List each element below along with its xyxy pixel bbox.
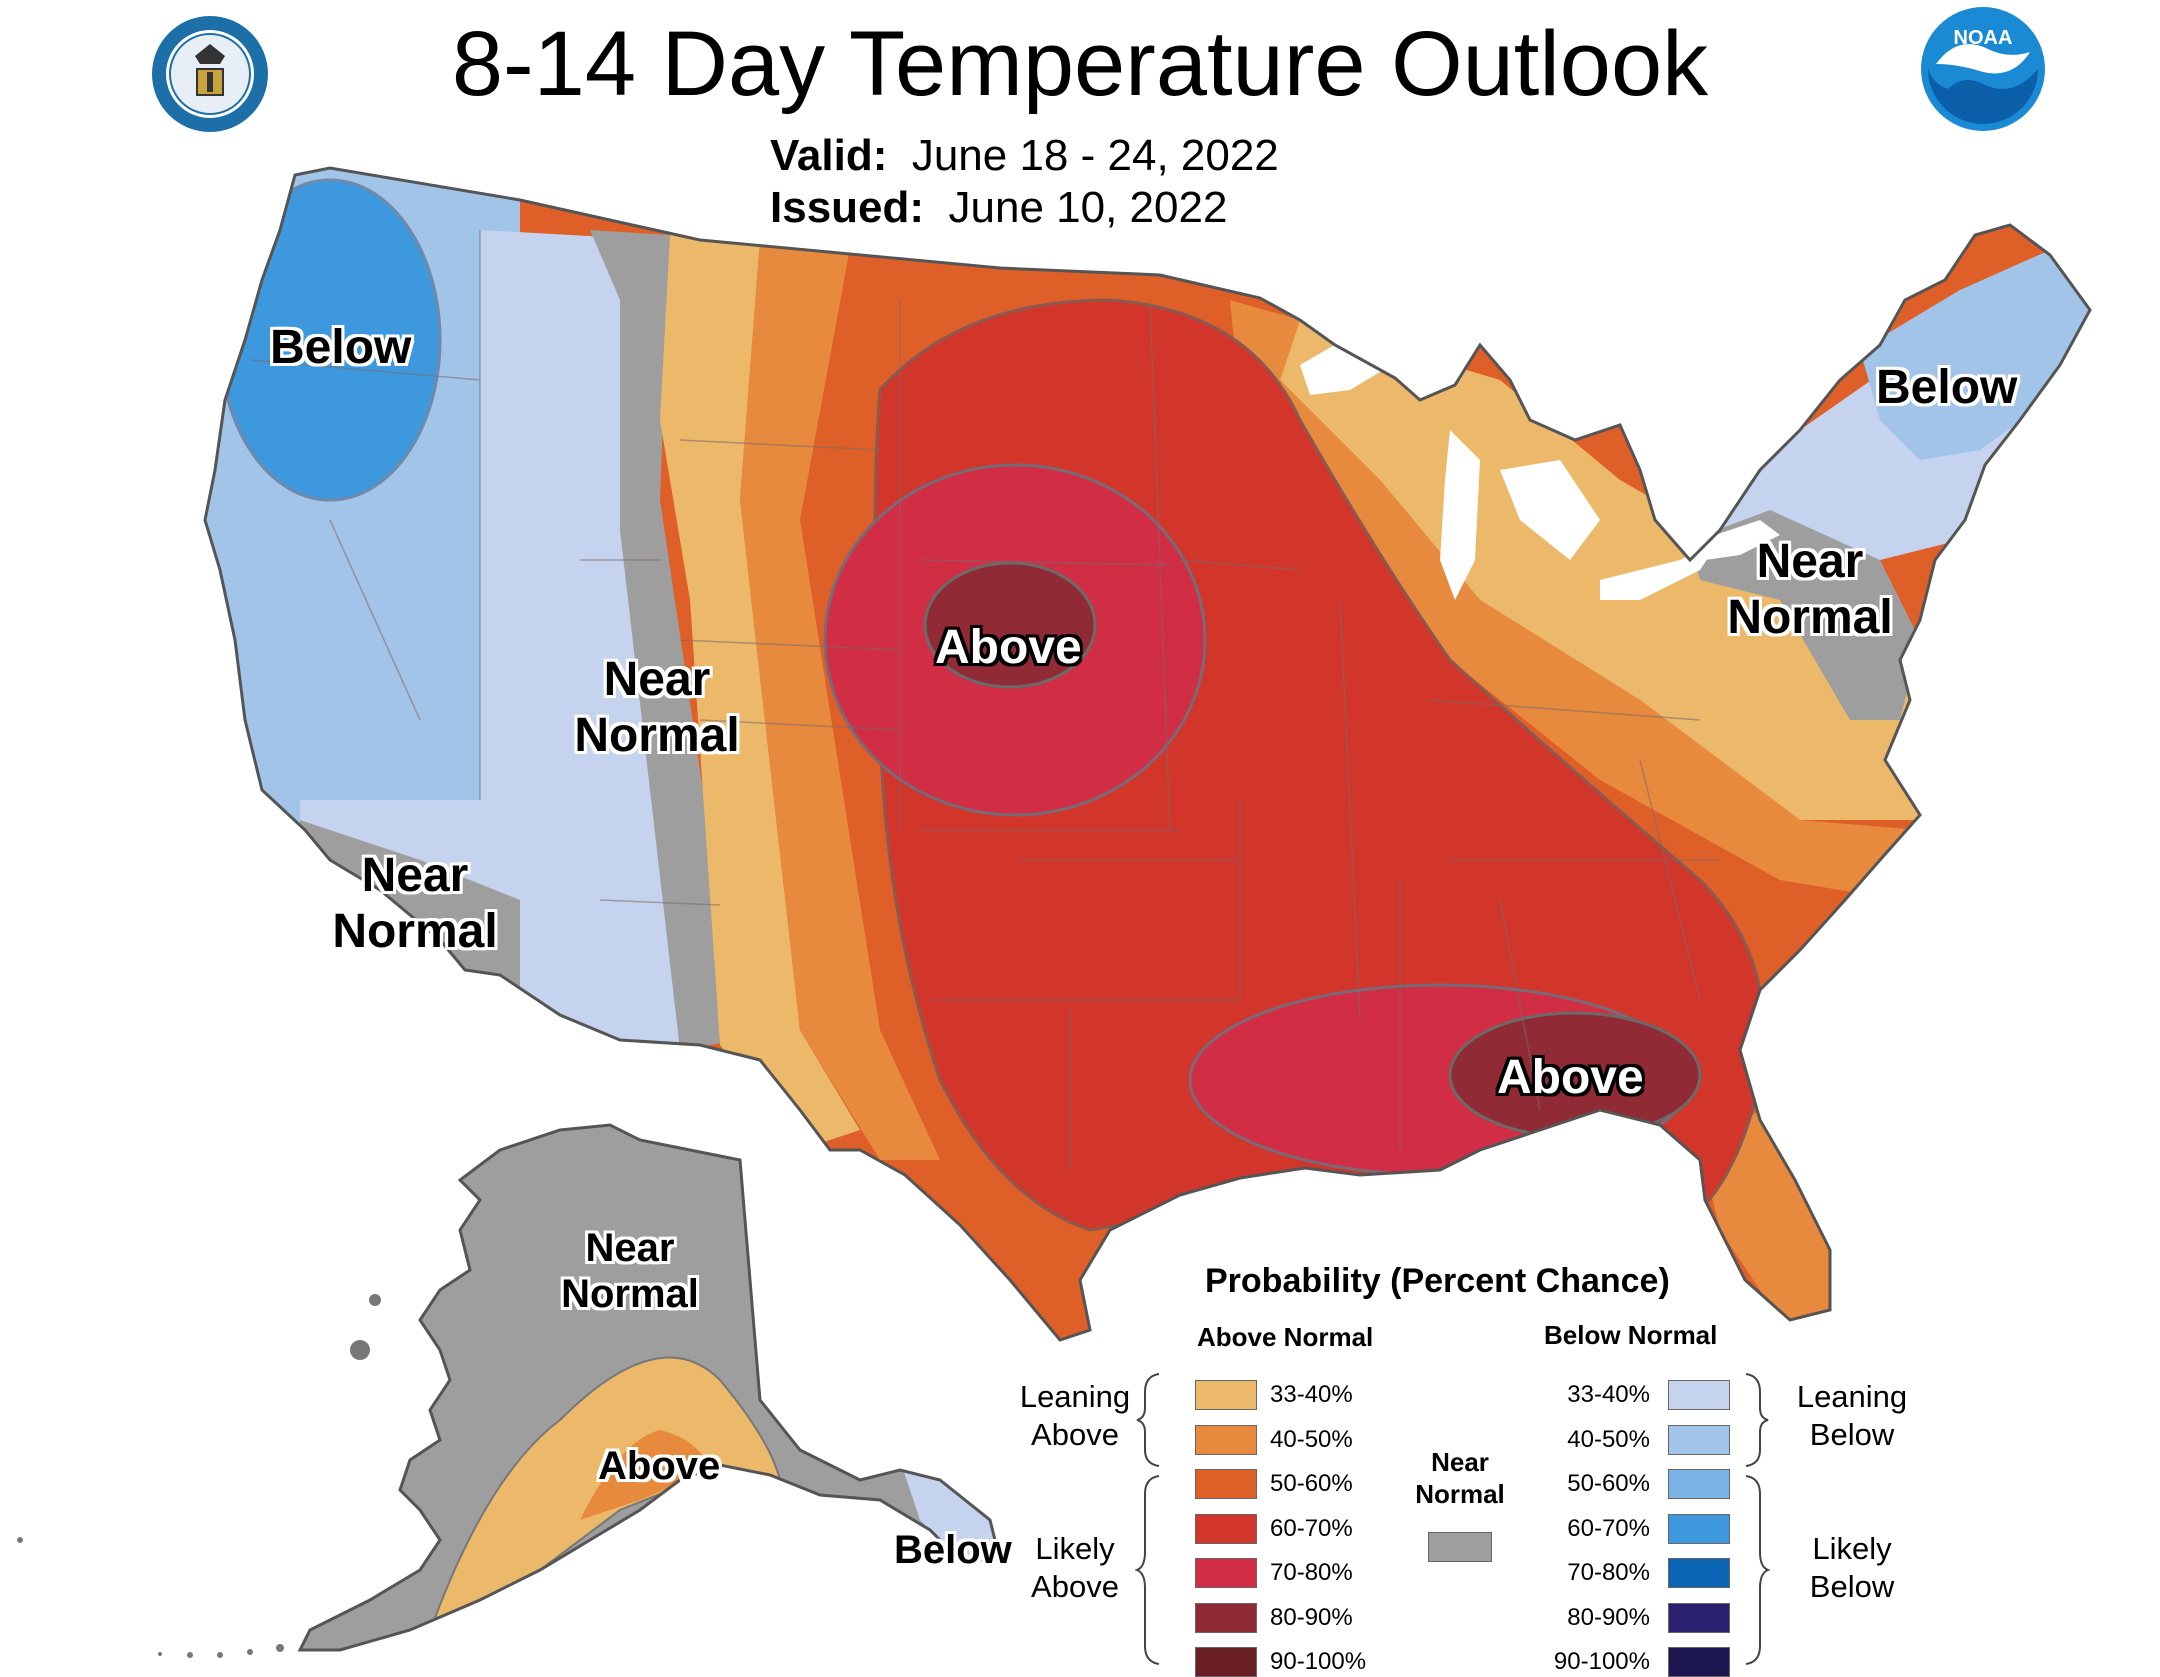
legend-above-swatch	[1195, 1424, 1257, 1455]
legend-below-label: 33-40%	[1567, 1381, 1650, 1408]
legend-leaning-above: Leaning Above	[1010, 1378, 1140, 1454]
label-ak-near-normal: Near Normal	[555, 1225, 705, 1317]
legend-below-label: 50-60%	[1567, 1470, 1650, 1497]
legend-above-swatch	[1195, 1647, 1257, 1677]
legend-text: Near	[1431, 1447, 1489, 1477]
legend-text: Below	[1809, 1417, 1895, 1452]
legend-brace-below	[1745, 1373, 1770, 1665]
label-line: Normal	[1727, 591, 1893, 644]
issued-date: Issued: June 10, 2022	[770, 182, 1227, 234]
legend-text: Above	[1031, 1569, 1119, 1604]
legend-below-swatch	[1668, 1469, 1730, 1499]
legend-likely-above: Likely Above	[1010, 1530, 1140, 1606]
label-ak-below: Below	[894, 1528, 1012, 1572]
legend-brace-above	[1135, 1373, 1160, 1665]
legend-below-swatch	[1668, 1513, 1730, 1544]
legend-above-label: 60-70%	[1270, 1514, 1353, 1542]
legend-above-label: 33-40%	[1270, 1381, 1353, 1408]
legend-below-swatch	[1668, 1380, 1730, 1410]
legend-near-normal: Near Normal	[1395, 1446, 1525, 1510]
legend-text: Normal	[1415, 1479, 1505, 1509]
legend-below-label: 80-90%	[1567, 1603, 1650, 1631]
issued-value: June 10, 2022	[948, 183, 1228, 232]
label-se-above: Above	[1497, 1051, 1644, 1104]
label-ak-above: Above	[598, 1444, 721, 1488]
legend-text: Below	[1809, 1569, 1895, 1604]
legend-above-label: 50-60%	[1270, 1470, 1353, 1497]
legend-below-swatch	[1668, 1647, 1730, 1677]
legend-below-label: 70-80%	[1567, 1559, 1650, 1586]
valid-dates: Valid: June 18 - 24, 2022	[770, 130, 1279, 182]
label-nw-below: Below	[270, 321, 412, 374]
legend-text: Likely	[1035, 1531, 1115, 1566]
valid-value: June 18 - 24, 2022	[911, 131, 1279, 180]
legend-above-swatch	[1195, 1558, 1257, 1588]
legend-above-label: 80-90%	[1270, 1603, 1353, 1631]
label-line: Normal	[332, 905, 498, 958]
legend-above-header: Above Normal	[1197, 1322, 1374, 1352]
legend-above-swatch	[1195, 1602, 1257, 1633]
legend-above-swatch	[1195, 1469, 1257, 1499]
legend-title: Probability (Percent Chance)	[1205, 1262, 1670, 1300]
label-line: Normal	[574, 709, 740, 762]
label-west-near-normal: Near Normal	[572, 652, 742, 764]
legend-below-swatch	[1668, 1602, 1730, 1633]
label-ne-below: Below	[1876, 361, 2018, 414]
page-title: 8-14 Day Temperature Outlook	[451, 13, 1709, 115]
issued-label: Issued:	[770, 183, 925, 232]
legend-below-label: 90-100%	[1553, 1648, 1650, 1675]
label-line: Normal	[561, 1272, 699, 1316]
legend-text: Above	[1031, 1417, 1119, 1452]
legend-above-label: 70-80%	[1270, 1559, 1353, 1586]
legend-near-normal-swatch	[1428, 1532, 1492, 1562]
valid-label: Valid:	[770, 131, 888, 180]
label-east-near-normal: Near Normal	[1725, 534, 1895, 646]
legend-likely-below: Likely Below	[1787, 1530, 1917, 1606]
legend-above-swatch	[1195, 1380, 1257, 1410]
legend-above-label: 40-50%	[1270, 1425, 1353, 1453]
label-line: Near	[361, 849, 469, 902]
legend-text: Likely	[1812, 1531, 1892, 1566]
label-line: Near	[1756, 535, 1864, 588]
legend-below-swatch	[1668, 1424, 1730, 1455]
legend-below-header: Below Normal	[1544, 1320, 1718, 1350]
legend-text: Leaning	[1019, 1379, 1131, 1414]
legend-below-label: 40-50%	[1567, 1425, 1650, 1453]
legend-text: Leaning	[1796, 1379, 1908, 1414]
label-line: Near	[585, 1226, 675, 1270]
label-line: Near	[603, 653, 711, 706]
label-socal-near-normal: Near Normal	[330, 848, 500, 960]
legend-leaning-below: Leaning Below	[1787, 1378, 1917, 1454]
legend-above-label: 90-100%	[1270, 1648, 1367, 1675]
legend-below-swatch	[1668, 1558, 1730, 1588]
legend-below-label: 60-70%	[1567, 1514, 1650, 1542]
legend-above-swatch	[1195, 1513, 1257, 1544]
label-center-above: Above	[935, 621, 1082, 674]
noaa-logo: NOAA	[1918, 4, 2048, 139]
svg-text:NOAA: NOAA	[1954, 27, 2013, 49]
department-of-commerce-seal	[145, 14, 275, 139]
